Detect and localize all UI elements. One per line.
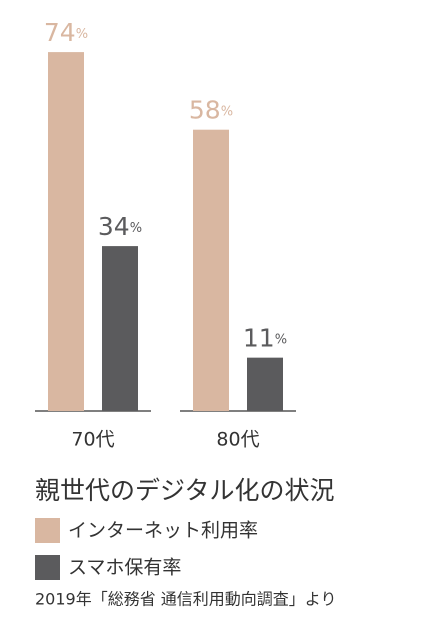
legend-label: インターネット利用率: [68, 520, 258, 542]
bar: [102, 246, 138, 411]
legend-swatch: [35, 555, 60, 580]
value-label: 34%: [98, 212, 142, 241]
legend-label: スマホ保有率: [68, 557, 181, 579]
value-label: 74%: [44, 18, 88, 47]
value-label: 11%: [243, 324, 287, 353]
source-note: 2019年「総務省 通信利用動向調査」より: [35, 590, 337, 609]
value-label: 58%: [189, 96, 233, 125]
x-tick-label: 70代: [71, 429, 114, 451]
bar: [247, 357, 283, 411]
bar: [193, 129, 229, 411]
x-tick-label: 80代: [216, 429, 259, 451]
chart-title: 親世代のデジタル化の状況: [35, 476, 335, 505]
bar: [48, 52, 84, 411]
legend-swatch: [35, 518, 60, 543]
